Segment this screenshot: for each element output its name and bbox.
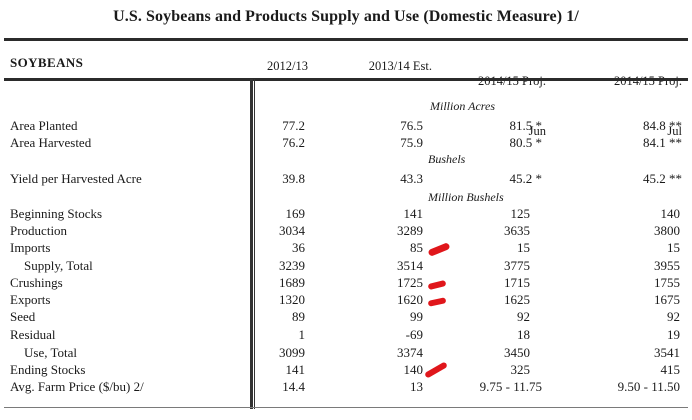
- table-cell: 45.2 **: [643, 171, 682, 186]
- row-label-supply-total: Supply, Total: [24, 258, 93, 273]
- page-title: U.S. Soybeans and Products Supply and Us…: [113, 8, 579, 25]
- row-label-area-harvested: Area Harvested: [10, 135, 92, 150]
- table-cell: 1620: [397, 292, 423, 307]
- table-cell: 19: [667, 327, 680, 342]
- table-cell: 84.1 **: [643, 135, 682, 150]
- table-cell: 3514: [397, 258, 423, 273]
- annotation-mark: [427, 242, 451, 257]
- column-header-2014-15-jun: 2014/15 Proj. Jun: [478, 44, 546, 169]
- table-cell: 75.9: [400, 135, 423, 150]
- table-cell: 3239: [279, 258, 305, 273]
- table-cell: 1755: [654, 275, 680, 290]
- table-cell: 77.2: [282, 118, 305, 133]
- table-cell: 1715: [504, 275, 530, 290]
- table-cell: 15: [667, 240, 680, 255]
- row-label-exports: Exports: [10, 292, 51, 307]
- unit-label-million-bushels: Million Bushels: [428, 190, 504, 204]
- table-cell: 1320: [279, 292, 305, 307]
- column-header-line1: 2014/15 Proj.: [477, 74, 546, 88]
- row-label-yield: Yield per Harvested Acre: [10, 171, 142, 186]
- table-cell: 125: [510, 206, 531, 221]
- table-cell: 81.5 *: [509, 118, 543, 133]
- table-cell: 80.5 *: [509, 135, 543, 150]
- table-cell: 3450: [504, 345, 530, 360]
- column-divider: [250, 79, 253, 409]
- table-cell: 3541: [654, 345, 680, 360]
- table-cell: 3635: [504, 223, 530, 238]
- row-label-area-planted: Area Planted: [10, 118, 78, 133]
- table-cell: 3289: [397, 223, 423, 238]
- column-header-line2: Jun: [528, 124, 546, 138]
- table-cell: 76.2: [282, 135, 305, 150]
- table-cell: -69: [405, 327, 423, 342]
- table-cell: 140: [660, 206, 681, 221]
- table-cell: 9.50 - 11.50: [617, 379, 680, 394]
- column-header-2012-13: 2012/13: [255, 44, 308, 89]
- row-label-beginning-stocks: Beginning Stocks: [10, 206, 103, 221]
- table-cell: 45.2 *: [509, 171, 543, 186]
- row-label-residual: Residual: [10, 327, 56, 342]
- table-cell: 1675: [654, 292, 680, 307]
- table-cell: 39.8: [282, 171, 305, 186]
- table-cell: 84.8 **: [643, 118, 682, 133]
- table-cell: 3775: [504, 258, 530, 273]
- table-cell: 3034: [279, 223, 305, 238]
- column-header-line1: 2012/13: [267, 59, 308, 73]
- header-rule: [4, 78, 688, 81]
- table-cell: 89: [292, 309, 305, 324]
- unit-label-million-acres: Million Acres: [430, 99, 495, 113]
- table-cell: 3374: [397, 345, 423, 360]
- section-label: SOYBEANS: [10, 55, 84, 70]
- table-cell: 1725: [397, 275, 423, 290]
- table-cell: 92: [517, 309, 530, 324]
- column-divider-inner: [254, 79, 255, 409]
- table-cell: 99: [410, 309, 423, 324]
- column-header-line2: Jul: [667, 124, 682, 138]
- table-cell: 13: [410, 379, 423, 394]
- column-header-2014-15-jul: 2014/15 Proj. Jul: [614, 44, 682, 169]
- unit-label-bushels: Bushels: [428, 152, 466, 166]
- table-cell: 76.5: [400, 118, 423, 133]
- table-cell: 1: [298, 327, 306, 342]
- row-label-production: Production: [10, 223, 68, 238]
- title-rule: [4, 38, 688, 41]
- table-cell: 18: [517, 327, 530, 342]
- table-cell: 43.3: [400, 171, 423, 186]
- table-cell: 92: [667, 309, 680, 324]
- table-cell: 141: [403, 206, 424, 221]
- row-label-crushings: Crushings: [10, 275, 63, 290]
- column-header-line1: 2014/15 Proj.: [613, 74, 682, 88]
- annotation-mark: [427, 279, 447, 291]
- table-cell: 1625: [504, 292, 530, 307]
- row-label-seed: Seed: [10, 309, 36, 324]
- table-cell: 9.75 - 11.75: [479, 379, 542, 394]
- bottom-rule: [4, 407, 688, 408]
- row-label-ending-stocks: Ending Stocks: [10, 362, 86, 377]
- table-cell: 140: [403, 362, 424, 377]
- table-cell: 14.4: [282, 379, 305, 394]
- table-cell: 1689: [279, 275, 305, 290]
- table-cell: 141: [285, 362, 306, 377]
- column-header-line1: 2013/14 Est.: [368, 59, 432, 73]
- table-cell: 169: [285, 206, 306, 221]
- table-cell: 15: [517, 240, 530, 255]
- row-label-use-total: Use, Total: [24, 345, 78, 360]
- table-cell: 3955: [654, 258, 680, 273]
- table-cell: 85: [410, 240, 423, 255]
- annotation-mark: [427, 297, 447, 307]
- table-cell: 325: [510, 362, 531, 377]
- table-cell: 415: [660, 362, 681, 377]
- table-cell: 36: [292, 240, 305, 255]
- table-cell: 3099: [279, 345, 305, 360]
- annotation-mark: [424, 361, 448, 379]
- column-header-2013-14: 2013/14 Est.: [356, 44, 432, 89]
- table-cell: 3800: [654, 223, 680, 238]
- row-label-imports: Imports: [10, 240, 51, 255]
- row-label-avg-farm-price: Avg. Farm Price ($/bu) 2/: [10, 379, 144, 394]
